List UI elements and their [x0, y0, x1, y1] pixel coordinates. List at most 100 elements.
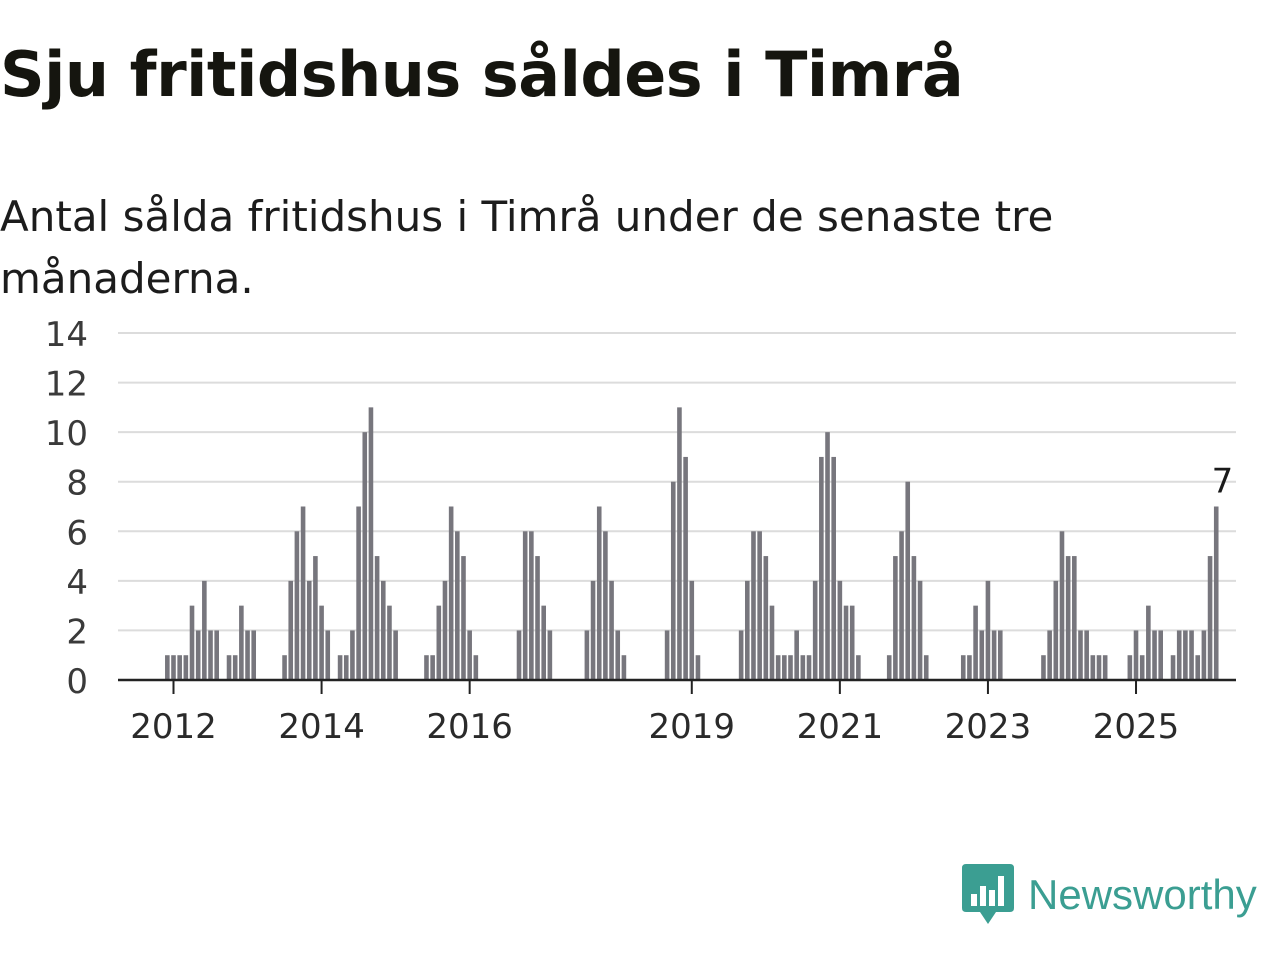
- bar: [738, 630, 744, 680]
- bar: [973, 605, 978, 680]
- bar: [325, 630, 331, 680]
- bar: [362, 432, 368, 680]
- x-tick-label: 2016: [426, 707, 513, 747]
- highlight-value-label: 7: [1212, 462, 1234, 502]
- bar: [763, 556, 769, 680]
- y-tick-label: 12: [45, 365, 88, 405]
- bar: [461, 556, 466, 680]
- bar: [1139, 655, 1145, 680]
- bar: [917, 580, 923, 680]
- bar: [232, 655, 238, 680]
- bar: [1213, 506, 1219, 680]
- bar: [843, 605, 849, 680]
- bar: [603, 531, 608, 680]
- bar: [664, 630, 670, 680]
- bar: [1065, 556, 1071, 680]
- bar: [473, 655, 479, 680]
- bar: [448, 506, 454, 680]
- bar: [424, 655, 429, 680]
- bar: [899, 531, 904, 680]
- bar: [677, 407, 682, 680]
- bar: [1084, 630, 1089, 680]
- bar: [806, 655, 812, 680]
- bar: [979, 630, 985, 680]
- bar: [319, 605, 324, 680]
- bar: [757, 531, 762, 680]
- bar: [1170, 655, 1176, 680]
- bar: [590, 580, 596, 680]
- bar: [745, 580, 750, 680]
- bar: [1201, 630, 1207, 680]
- bar: [794, 630, 799, 680]
- bar: [1127, 655, 1133, 680]
- bar: [856, 655, 861, 680]
- y-tick-label: 4: [66, 563, 88, 603]
- bar: [782, 655, 787, 680]
- bar: [436, 605, 442, 680]
- x-tick-label: 2023: [945, 707, 1032, 747]
- bar: [189, 605, 195, 680]
- bar: [812, 580, 818, 680]
- bar: [1072, 556, 1077, 680]
- bar: [300, 506, 306, 680]
- bar: [1096, 655, 1102, 680]
- bar: [306, 580, 312, 680]
- bar: [368, 407, 374, 680]
- bar: [343, 655, 349, 680]
- bar: [214, 630, 219, 680]
- bar: [1047, 630, 1052, 680]
- bar: [923, 655, 929, 680]
- bar: [245, 630, 250, 680]
- bar: [387, 605, 392, 680]
- brand-logo: Newsworthy: [962, 862, 1257, 928]
- y-tick-label: 6: [66, 513, 88, 553]
- brand-name: Newsworthy: [1028, 871, 1257, 918]
- y-tick-label: 0: [66, 662, 88, 702]
- bar: [695, 655, 701, 680]
- bar: [1146, 605, 1151, 680]
- x-tick-label: 2025: [1093, 707, 1180, 747]
- bar: [683, 456, 688, 680]
- bar: [609, 580, 614, 680]
- chart-subtitle: Antal sålda fritidshus i Timrå under de …: [0, 192, 1054, 303]
- bar: [584, 630, 590, 680]
- bar: [1176, 630, 1182, 680]
- bar: [522, 531, 528, 680]
- bar: [837, 580, 843, 680]
- bar: [615, 630, 621, 680]
- bar: [288, 580, 294, 680]
- bar: [177, 655, 182, 680]
- y-tick-label: 10: [45, 414, 88, 454]
- bar: [788, 655, 793, 680]
- x-tick-label: 2019: [649, 707, 736, 747]
- bar: [893, 556, 898, 680]
- bar: [819, 456, 824, 680]
- x-tick-label: 2012: [130, 707, 217, 747]
- bar: [430, 655, 435, 680]
- bar: [455, 531, 460, 680]
- x-tick-label: 2021: [797, 707, 884, 747]
- bar: [374, 556, 380, 680]
- bar: [769, 605, 775, 680]
- bar: [541, 605, 546, 680]
- bar: [467, 630, 472, 680]
- bar: [1053, 580, 1059, 680]
- bar: [621, 655, 627, 680]
- bar: [1207, 556, 1213, 680]
- bar: [1152, 630, 1157, 680]
- bar: [985, 580, 991, 680]
- bar: [905, 481, 911, 680]
- bar: [991, 630, 997, 680]
- bar: [294, 531, 300, 680]
- bar: [239, 605, 244, 680]
- bar: [1078, 630, 1083, 680]
- bar: [350, 630, 355, 680]
- bar: [1195, 655, 1201, 680]
- bar: [183, 655, 189, 680]
- bar: [825, 432, 830, 680]
- bar: [251, 630, 257, 680]
- bar: [670, 481, 676, 680]
- bar: [195, 630, 201, 680]
- bar: [1090, 655, 1096, 680]
- bar: [1158, 630, 1163, 680]
